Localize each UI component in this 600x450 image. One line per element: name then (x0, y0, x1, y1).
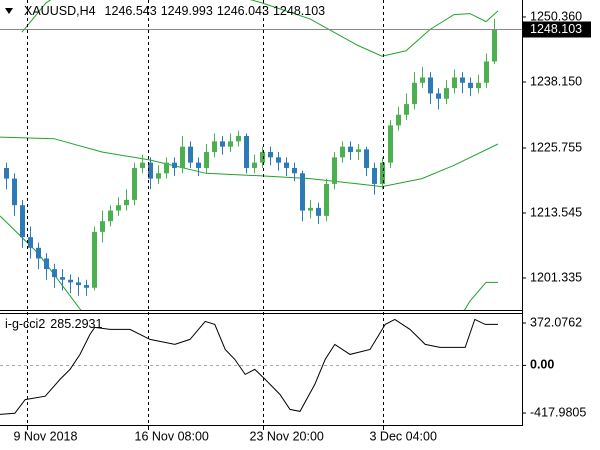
candle-body (36, 247, 41, 259)
candle-body (444, 88, 449, 99)
candle-body (340, 146, 345, 158)
candle-body (12, 178, 17, 206)
x-tick-label: 16 Nov 08:00 (135, 429, 209, 443)
candle-body (468, 82, 473, 89)
candle-body (268, 151, 273, 158)
candle-body (212, 141, 217, 152)
candle-body (244, 136, 249, 168)
candle-body (220, 141, 225, 147)
price-panel (0, 0, 499, 310)
candle-body (412, 82, 417, 105)
candle-body (100, 221, 105, 232)
candle-body (300, 173, 305, 211)
candle-body (324, 183, 329, 216)
y-tick-label: 1250.360 (530, 9, 582, 23)
indicator-panel (0, 318, 522, 415)
candle-body (84, 285, 89, 288)
candle-body (140, 162, 145, 168)
y-tick-label: 1201.335 (530, 270, 582, 284)
cci-line (0, 318, 498, 415)
candle-body (164, 162, 169, 174)
candle-body (116, 205, 121, 211)
x-tick-label: 9 Nov 2018 (14, 429, 78, 443)
candle-body (28, 237, 33, 248)
y-tick-label: 0.00 (530, 358, 554, 372)
candle-body (348, 146, 353, 152)
candle-body (156, 173, 161, 179)
candle-body (484, 61, 489, 83)
candle-body (492, 28, 497, 62)
candle-body (172, 162, 177, 168)
x-tick-label: 23 Nov 20:00 (250, 429, 324, 443)
candle-body (228, 141, 233, 147)
candle-body (260, 151, 265, 163)
candle-body (236, 136, 241, 142)
band-line (21, 0, 499, 57)
candle-body (316, 207, 321, 216)
candle-body (92, 231, 97, 288)
band-line (0, 136, 499, 188)
indicator-header: i-g-cci2 285.2931 (5, 317, 102, 331)
candle-body (452, 77, 457, 89)
candle-body (404, 104, 409, 115)
candle-body (372, 167, 377, 184)
candle-body (460, 77, 465, 83)
candle-body (132, 167, 137, 200)
candle-body (420, 77, 425, 83)
current-price-box (523, 21, 591, 38)
y-tick-label: 1238.150 (530, 74, 582, 88)
candle-body (4, 167, 9, 179)
candle-body (284, 162, 289, 168)
candle-body (436, 93, 441, 99)
candle-body (76, 282, 81, 286)
candle-body (108, 210, 113, 222)
candle-body (380, 162, 385, 184)
candle-body (308, 207, 313, 211)
candle-body (476, 82, 481, 89)
chart-header: XAUUSD,H4 1246.543 1249.993 1246.043 1248.10… (24, 4, 325, 18)
candle-body (292, 167, 297, 174)
candle-body (428, 77, 433, 94)
y-tick-label: 1213.545 (530, 205, 582, 219)
candle-body (124, 199, 129, 206)
candle-body (356, 149, 361, 152)
candle-body (44, 258, 49, 270)
candle-body (196, 162, 201, 168)
candle-body (60, 277, 65, 280)
x-tick-label: 3 Dec 04:00 (370, 429, 437, 443)
menu-arrow[interactable] (5, 8, 13, 14)
y-tick-label: 372.0762 (530, 315, 582, 329)
candle-body (68, 279, 73, 283)
candle-body (388, 125, 393, 163)
candle-body (204, 151, 209, 168)
candle-body (20, 205, 25, 238)
y-tick-label: -417.9805 (530, 405, 586, 419)
candle-body (148, 162, 153, 179)
current-price-label: 1248.103 (530, 22, 582, 36)
candle-body (252, 162, 257, 168)
y-tick-label: 1225.755 (530, 140, 582, 154)
candle-body (396, 114, 401, 126)
candle-body (332, 157, 337, 184)
candle-body (52, 269, 57, 278)
candle-body (180, 146, 185, 168)
overlay: 9 Nov 2018 16 Nov 08:00 23 Nov 20:00 3 Dec … (0, 0, 591, 443)
candle-body (364, 149, 369, 168)
candle-body (276, 157, 281, 163)
candle-body (188, 146, 193, 163)
